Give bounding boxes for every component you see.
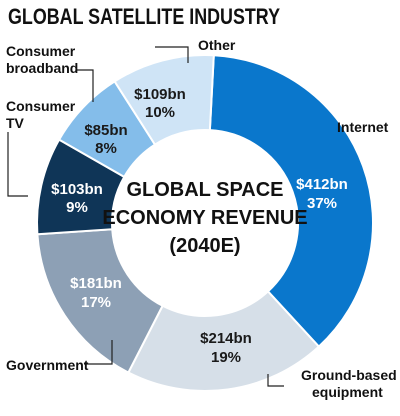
leader-line-government <box>84 340 113 365</box>
donut-slice-internet <box>208 54 374 348</box>
callout-consumer-broadband-line-2: broadband <box>6 60 78 76</box>
leader-line-other <box>155 46 189 63</box>
slice-consumer-tv-percent: 9% <box>66 199 88 216</box>
slice-other-value: $109bn <box>134 86 186 103</box>
leader-line-consumer-broadband <box>76 69 94 102</box>
callout-ground-line-2: equipment <box>312 384 383 400</box>
callout-government: Government <box>6 357 89 373</box>
donut-slice-government <box>36 228 164 374</box>
callout-ground-line-1: Ground-based <box>301 367 397 383</box>
slice-consumer-broadband-value: $85bn <box>84 122 127 139</box>
callout-internet: Internet <box>337 119 389 135</box>
slice-government-percent: 17% <box>81 294 111 311</box>
chart-title: GLOBAL SATELLITE INDUSTRY <box>8 4 280 29</box>
leader-line-ground <box>267 374 284 387</box>
slice-ground-percent: 19% <box>211 349 241 366</box>
slice-other-percent: 10% <box>145 104 175 121</box>
callout-consumer-broadband-line-1: Consumer <box>6 43 76 59</box>
donut-slice-other <box>113 54 215 146</box>
slice-internet-value: $412bn <box>296 176 348 193</box>
center-label-line-1: GLOBAL SPACE <box>126 179 283 201</box>
center-label-line-3: (2040E) <box>169 235 240 257</box>
callout-other: Other <box>198 37 236 53</box>
slice-internet-percent: 37% <box>307 195 337 212</box>
slice-ground-value: $214bn <box>200 330 252 347</box>
slice-government-value: $181bn <box>70 275 122 292</box>
slice-consumer-broadband-percent: 8% <box>95 140 117 157</box>
leader-line-consumer-tv <box>7 132 28 197</box>
callout-consumer-tv-line-2: TV <box>6 115 25 131</box>
callout-consumer-tv-line-1: Consumer <box>6 98 76 114</box>
slice-consumer-tv-value: $103bn <box>51 181 103 198</box>
center-label-line-2: ECONOMY REVENUE <box>102 207 307 229</box>
